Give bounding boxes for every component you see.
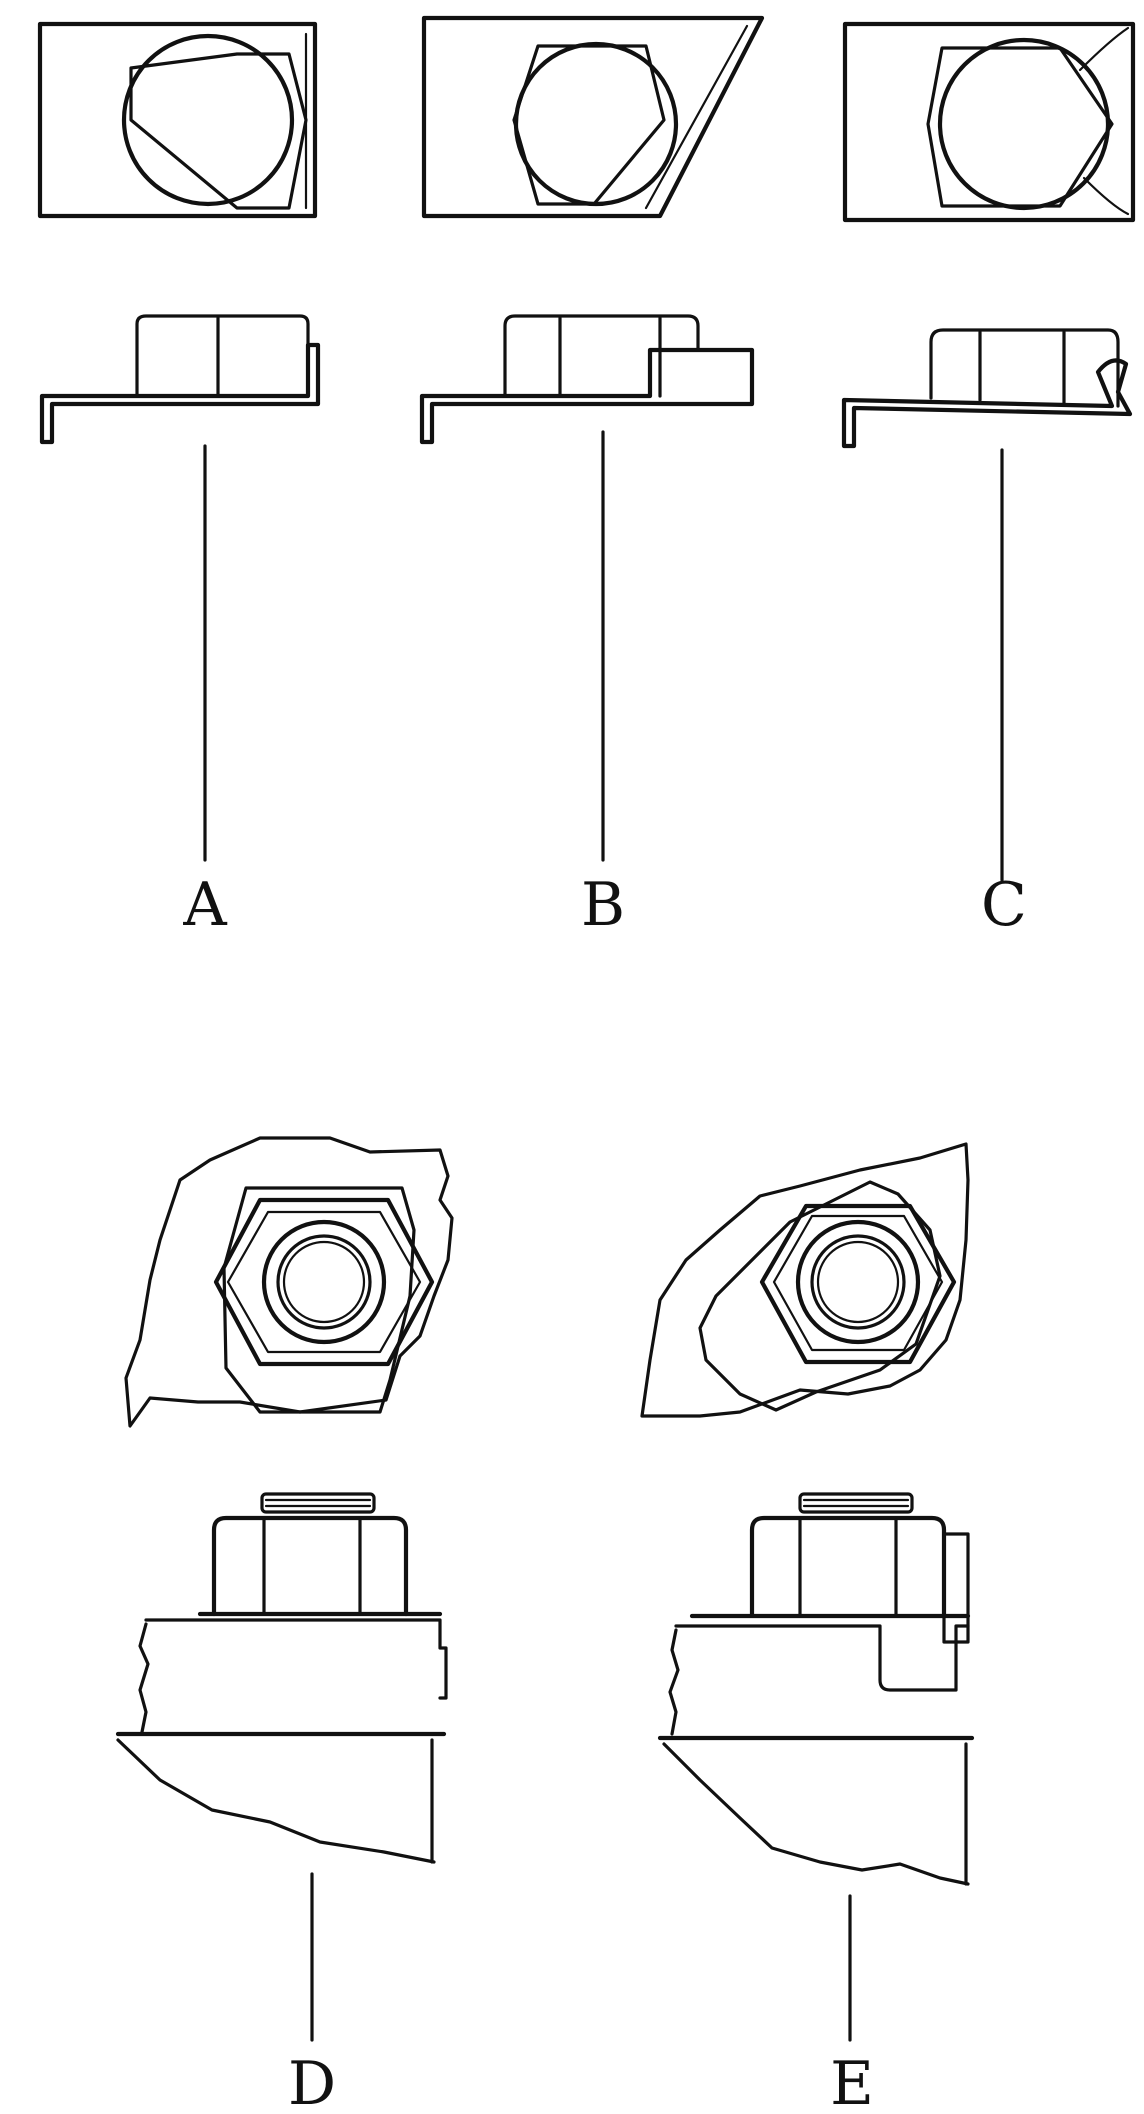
label-c: C (981, 870, 1027, 940)
lock-plate-c: C (841, 21, 1136, 940)
label-a: A (182, 870, 227, 940)
lock-plate-e-side-view (657, 1492, 975, 1886)
lock-plate-c-side-view (841, 328, 1133, 449)
label-e: E (830, 2049, 874, 2114)
lock-plate-d: D (115, 1136, 454, 2114)
lock-plate-b-top-view (421, 15, 765, 219)
lock-plate-a-side-view (39, 314, 321, 445)
lock-plate-e: E (640, 1142, 975, 2114)
label-b: B (581, 870, 625, 940)
lock-plate-e-top-view (640, 1142, 970, 1418)
lock-plate-d-top-view (124, 1136, 454, 1428)
lock-plate-a-top-view (37, 21, 318, 219)
label-d: D (288, 2049, 336, 2114)
lock-plate-c-top-view (842, 21, 1136, 223)
lock-plate-d-side-view (115, 1492, 448, 1864)
lock-plate-a: A (37, 21, 321, 940)
lock-plate-b: B (419, 15, 765, 940)
lock-plate-b-side-view (419, 314, 755, 445)
